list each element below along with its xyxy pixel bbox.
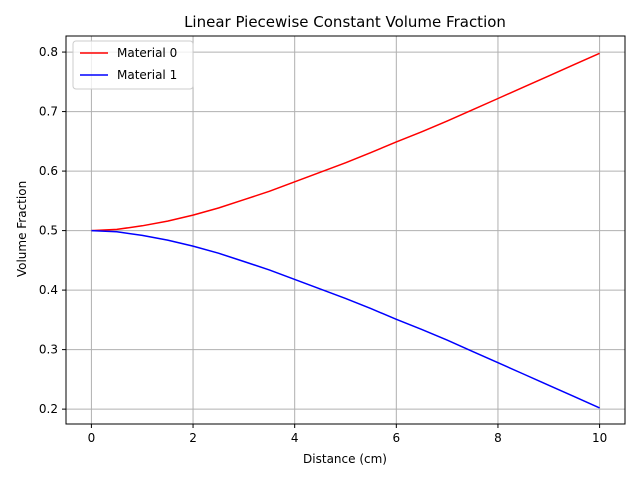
x-tick-label-4: 8 xyxy=(494,431,502,445)
y-tick-label-1: 0.3 xyxy=(39,343,58,357)
y-tick-label-4: 0.6 xyxy=(39,164,58,178)
series-line-material-0 xyxy=(91,52,600,232)
y-axis-label: Volume Fraction xyxy=(15,181,29,277)
plot-frame xyxy=(65,35,626,425)
y-tick-label-0: 0.2 xyxy=(39,402,58,416)
legend: Material 0 Material 1 xyxy=(72,40,194,90)
x-tick-label-3: 6 xyxy=(392,431,400,445)
grid-lines xyxy=(66,36,625,424)
x-tick-label-2: 4 xyxy=(291,431,299,445)
series-lines xyxy=(91,52,600,409)
legend-label-material-1: Material 1 xyxy=(117,68,177,82)
chart-title: Linear Piecewise Constant Volume Fractio… xyxy=(184,13,506,31)
y-tick-label-6: 0.8 xyxy=(39,45,58,59)
series-line-material-1 xyxy=(91,229,600,409)
x-tick-label-0: 0 xyxy=(88,431,96,445)
x-tick-label-1: 2 xyxy=(189,431,197,445)
x-tick-label-5: 10 xyxy=(592,431,607,445)
y-tick-label-5: 0.7 xyxy=(39,105,58,119)
x-axis-label: Distance (cm) xyxy=(303,452,387,466)
legend-label-material-0: Material 0 xyxy=(117,46,177,60)
axis-ticks: 0 2 4 6 8 10 0.2 0.3 0.4 0.5 0.6 0.7 0.8 xyxy=(39,45,607,445)
y-tick-label-3: 0.5 xyxy=(39,224,58,238)
y-tick-label-2: 0.4 xyxy=(39,283,58,297)
